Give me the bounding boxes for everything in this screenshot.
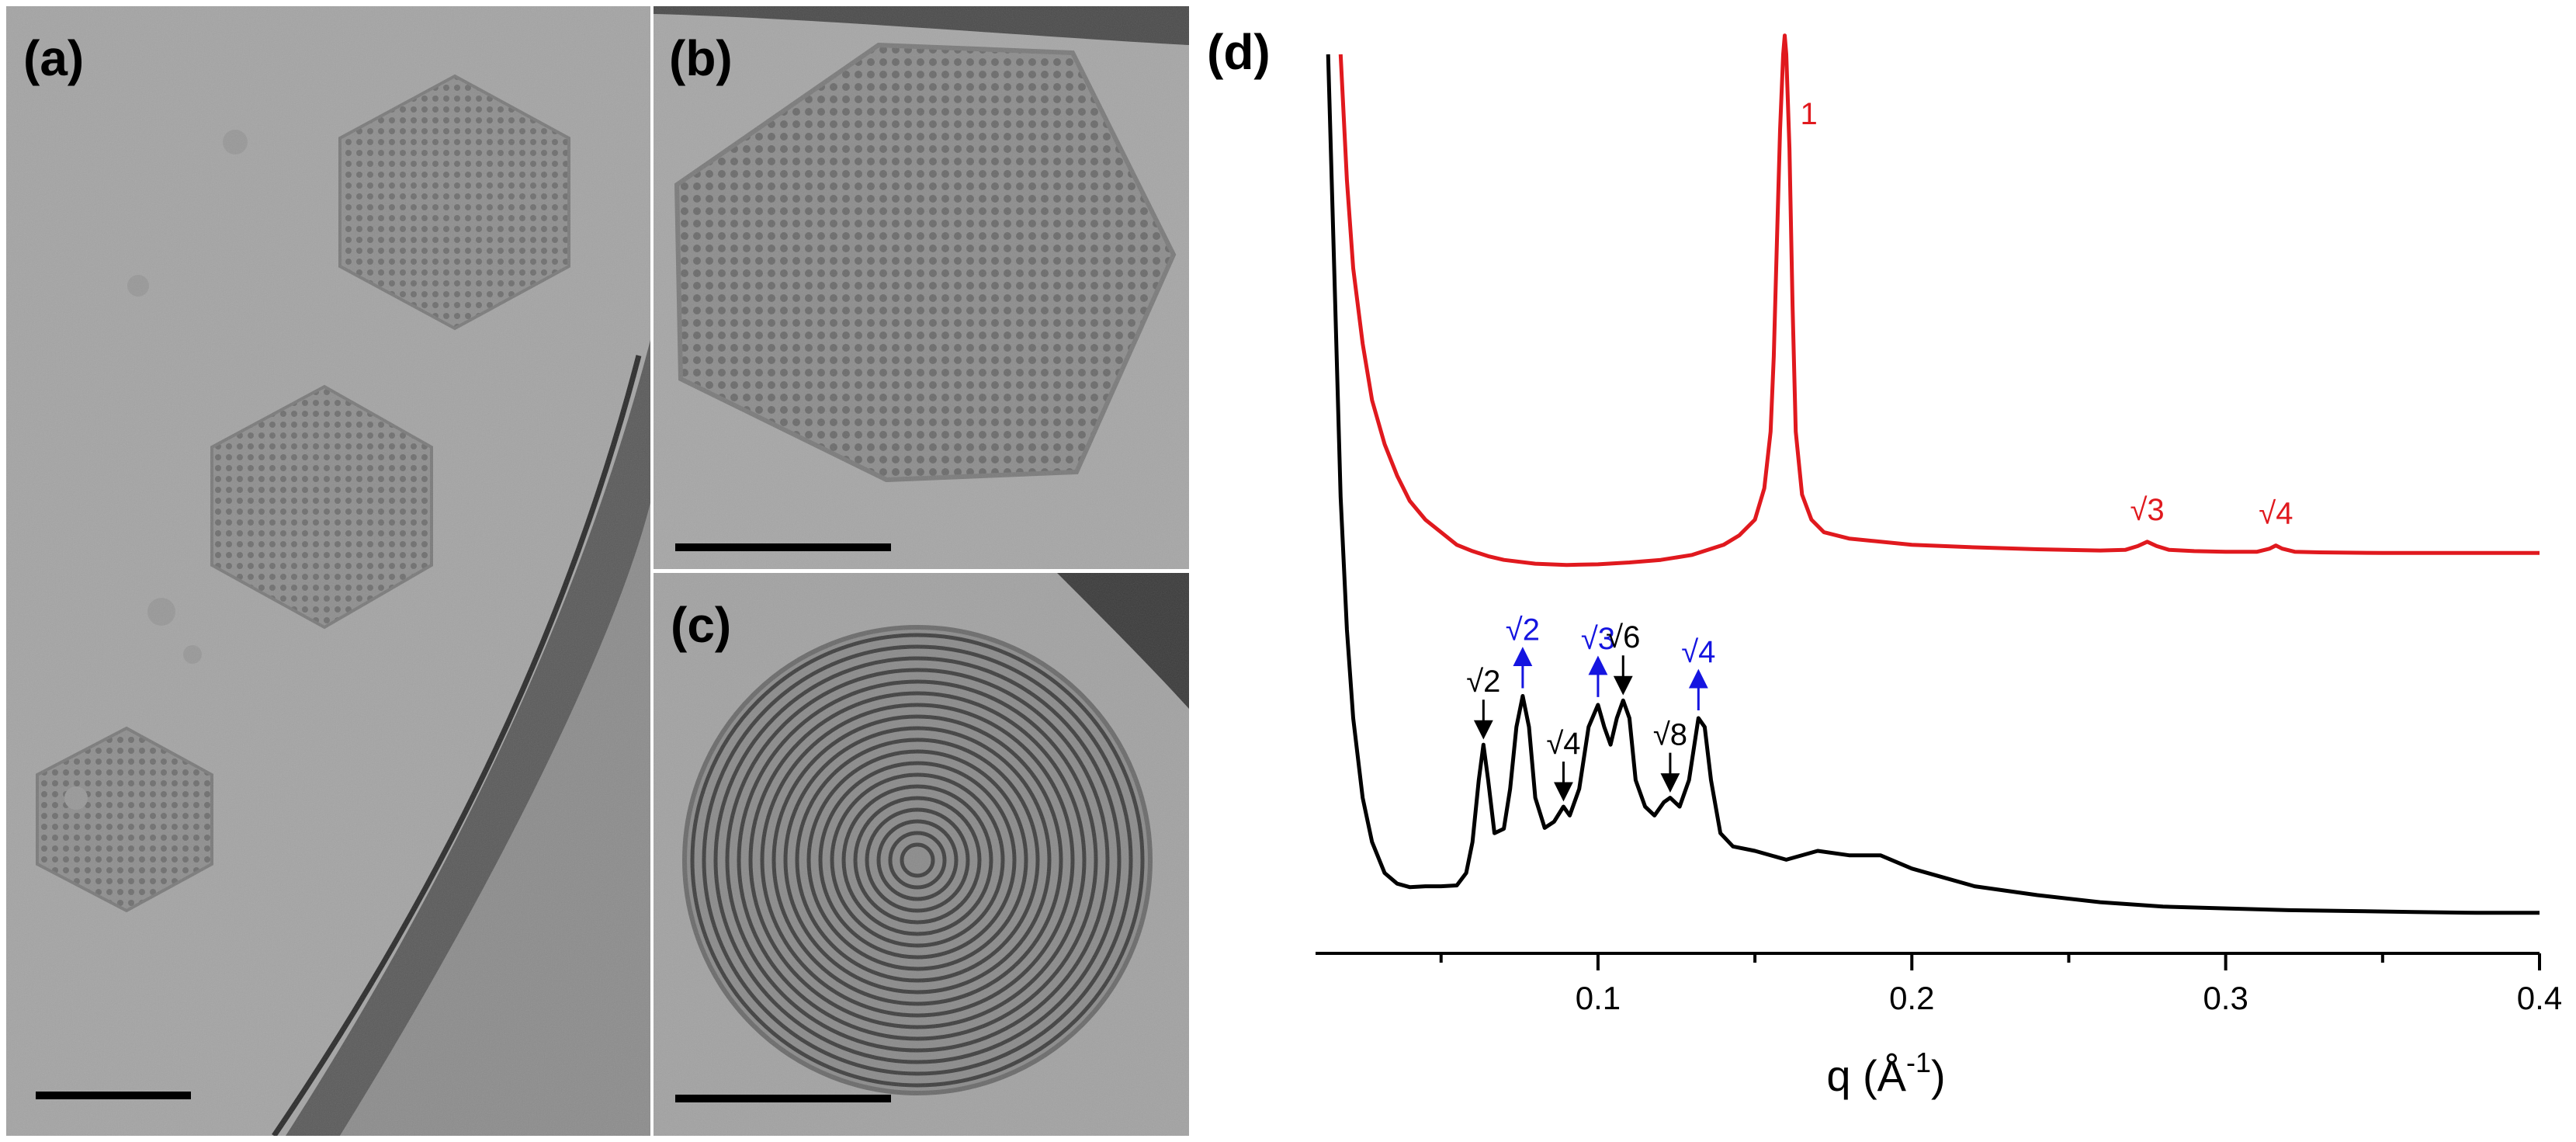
x-axis-label-close: )	[1931, 1051, 1946, 1100]
x-tick-label: 0.3	[2203, 980, 2248, 1016]
peak-annotation: √2	[1506, 613, 1540, 647]
micrograph-c-image	[654, 573, 1189, 1136]
panel-label-d: (d)	[1207, 24, 1271, 80]
peak-annotation: √4	[2259, 497, 2293, 531]
x-tick-label: 0.2	[1889, 980, 1934, 1016]
scale-bar-c	[675, 1095, 891, 1102]
micrograph-c: (c)	[654, 573, 1189, 1136]
x-axis-label-main: q (Å	[1826, 1051, 1906, 1100]
scale-bar-a	[36, 1092, 191, 1099]
micrograph-b-image	[654, 6, 1189, 569]
panel-label-b: (b)	[669, 30, 733, 86]
peak-annotation: √4	[1681, 635, 1715, 669]
x-axis-label-sup: -1	[1906, 1047, 1931, 1078]
micrograph-b: (b)	[654, 6, 1189, 569]
series-line-red	[1338, 33, 2540, 568]
micrograph-a-image	[6, 6, 650, 1136]
series-group	[1326, 33, 2540, 915]
peak-arrow	[1473, 699, 1493, 740]
peak-arrow	[1688, 668, 1708, 710]
peak-arrow	[1588, 655, 1608, 697]
panel-label-c: (c)	[671, 597, 732, 653]
x-tick-label: 0.1	[1576, 980, 1621, 1016]
micrograph-a: (a)	[6, 6, 650, 1136]
peak-arrow	[1554, 762, 1573, 802]
series-line-black	[1326, 54, 2540, 915]
peak-arrow	[1513, 647, 1533, 689]
scale-bar-b	[675, 543, 891, 551]
peak-arrow	[1613, 655, 1633, 696]
peak-annotation: √3	[2130, 493, 2164, 527]
peak-annotation: √2	[1466, 665, 1500, 699]
panel-label-a: (a)	[23, 30, 85, 86]
peak-annotation: √6	[1606, 620, 1640, 654]
peak-annotation: √3	[1581, 622, 1615, 656]
x-tick-label: 0.4	[2517, 980, 2562, 1016]
annotation-group: 1√3 √4√2√2√4√3√6√8√4	[1466, 97, 2293, 802]
peak-annotation: √4	[1546, 727, 1580, 761]
x-axis-label: q (Å-1)	[1826, 1047, 1945, 1100]
peak-annotation: √8	[1653, 718, 1687, 752]
peak-annotation: 1	[1800, 97, 1817, 131]
x-axis: 0.1 0.2 0.3 0.4	[1316, 952, 2562, 1016]
peak-arrow	[1660, 752, 1680, 793]
